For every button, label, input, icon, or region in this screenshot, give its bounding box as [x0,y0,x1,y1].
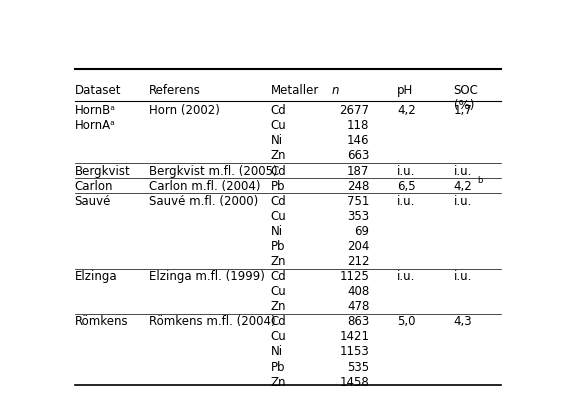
Text: Ni: Ni [271,346,283,359]
Text: HornBᵃ: HornBᵃ [75,104,115,117]
Text: Zn: Zn [271,300,286,313]
Text: Ni: Ni [271,134,283,147]
Text: Cd: Cd [271,104,287,117]
Text: Pb: Pb [271,180,285,193]
Text: HornAᵃ: HornAᵃ [75,119,115,132]
Text: 353: 353 [347,210,369,223]
Text: 1421: 1421 [339,330,369,344]
Text: 146: 146 [347,134,369,147]
Text: Cu: Cu [271,210,287,223]
Text: SOC
(%): SOC (%) [454,84,478,111]
Text: Pb: Pb [271,240,285,253]
Text: Bergkvist m.fl. (2005): Bergkvist m.fl. (2005) [148,164,277,177]
Text: Cd: Cd [271,195,287,208]
Text: Zn: Zn [271,376,286,389]
Text: Referens: Referens [148,84,201,97]
Text: 4,2: 4,2 [454,180,472,193]
Text: Bergkvist: Bergkvist [75,164,130,177]
Text: 1125: 1125 [339,270,369,283]
Text: i.u.: i.u. [454,270,472,283]
Text: 751: 751 [347,195,369,208]
Text: Zn: Zn [271,255,286,268]
Text: Elzinga: Elzinga [75,270,117,283]
Text: Horn (2002): Horn (2002) [148,104,220,117]
Text: 1458: 1458 [339,376,369,389]
Text: 4,2: 4,2 [397,104,416,117]
Text: Cd: Cd [271,270,287,283]
Text: 204: 204 [347,240,369,253]
Text: pH: pH [397,84,413,97]
Text: 6,5: 6,5 [397,180,415,193]
Text: Sauvé: Sauvé [75,195,111,208]
Text: Elzinga m.fl. (1999): Elzinga m.fl. (1999) [148,270,265,283]
Text: 408: 408 [347,285,369,298]
Text: Cd: Cd [271,164,287,177]
Text: Cu: Cu [271,119,287,132]
Text: Dataset: Dataset [75,84,121,97]
Text: Pb: Pb [271,361,285,374]
Text: 1153: 1153 [339,346,369,359]
Text: Sauvé m.fl. (2000): Sauvé m.fl. (2000) [148,195,258,208]
Text: 2677: 2677 [339,104,369,117]
Text: b: b [478,176,483,185]
Text: Zn: Zn [271,149,286,162]
Text: i.u.: i.u. [454,164,472,177]
Text: 118: 118 [347,119,369,132]
Text: 535: 535 [347,361,369,374]
Text: Römkens: Römkens [75,315,128,328]
Text: n: n [332,84,339,97]
Text: 1,7: 1,7 [454,104,472,117]
Text: Metaller: Metaller [271,84,319,97]
Text: Cd: Cd [271,315,287,328]
Text: Carlon m.fl. (2004): Carlon m.fl. (2004) [148,180,260,193]
Text: 663: 663 [347,149,369,162]
Text: i.u.: i.u. [454,195,472,208]
Text: Cu: Cu [271,285,287,298]
Text: Carlon: Carlon [75,180,113,193]
Text: Römkens m.fl. (2004): Römkens m.fl. (2004) [148,315,275,328]
Text: Cu: Cu [271,330,287,344]
Text: 863: 863 [347,315,369,328]
Text: 248: 248 [347,180,369,193]
Text: 187: 187 [347,164,369,177]
Text: 4,3: 4,3 [454,315,472,328]
Text: i.u.: i.u. [397,195,415,208]
Text: Ni: Ni [271,225,283,238]
Text: 212: 212 [347,255,369,268]
Text: 69: 69 [355,225,369,238]
Text: 5,0: 5,0 [397,315,415,328]
Text: i.u.: i.u. [397,164,415,177]
Text: i.u.: i.u. [397,270,415,283]
Text: 478: 478 [347,300,369,313]
